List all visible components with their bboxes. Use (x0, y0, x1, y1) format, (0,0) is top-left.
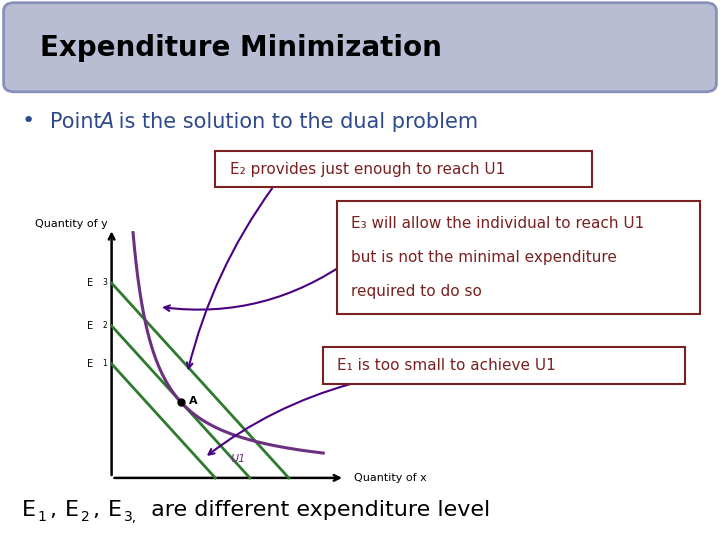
Text: 2: 2 (102, 321, 107, 330)
Text: •: • (22, 111, 35, 132)
Text: E₂ provides just enough to reach U1: E₂ provides just enough to reach U1 (230, 162, 505, 177)
Text: E₃ will allow the individual to reach U1: E₃ will allow the individual to reach U1 (351, 216, 644, 231)
FancyBboxPatch shape (215, 151, 592, 187)
Text: E: E (87, 278, 94, 288)
Text: E: E (65, 500, 78, 521)
Text: required to do so: required to do so (351, 284, 482, 299)
Text: is the solution to the dual problem: is the solution to the dual problem (112, 111, 479, 132)
Text: are different expenditure level: are different expenditure level (144, 500, 490, 521)
FancyBboxPatch shape (4, 3, 716, 92)
Text: A: A (189, 396, 198, 406)
Text: E: E (108, 500, 122, 521)
Text: E₁ is too small to achieve U1: E₁ is too small to achieve U1 (337, 359, 556, 373)
Text: U1: U1 (230, 454, 246, 464)
Text: Quantity of x: Quantity of x (354, 473, 426, 483)
Text: 3: 3 (102, 279, 107, 287)
Text: Quantity of y: Quantity of y (35, 219, 107, 228)
Text: ,: , (49, 500, 56, 521)
Text: 2: 2 (81, 510, 89, 524)
Text: Point: Point (50, 111, 109, 132)
Text: ,: , (92, 500, 99, 521)
Text: 1: 1 (37, 510, 46, 524)
Text: E: E (87, 321, 94, 331)
Text: E: E (87, 359, 94, 369)
FancyBboxPatch shape (337, 201, 700, 314)
Text: E: E (22, 500, 35, 521)
Text: 1: 1 (102, 359, 107, 368)
Text: but is not the minimal expenditure: but is not the minimal expenditure (351, 250, 617, 265)
Text: A: A (99, 111, 114, 132)
FancyBboxPatch shape (323, 347, 685, 384)
Text: Expenditure Minimization: Expenditure Minimization (40, 33, 441, 62)
Text: 3,: 3, (124, 510, 137, 524)
